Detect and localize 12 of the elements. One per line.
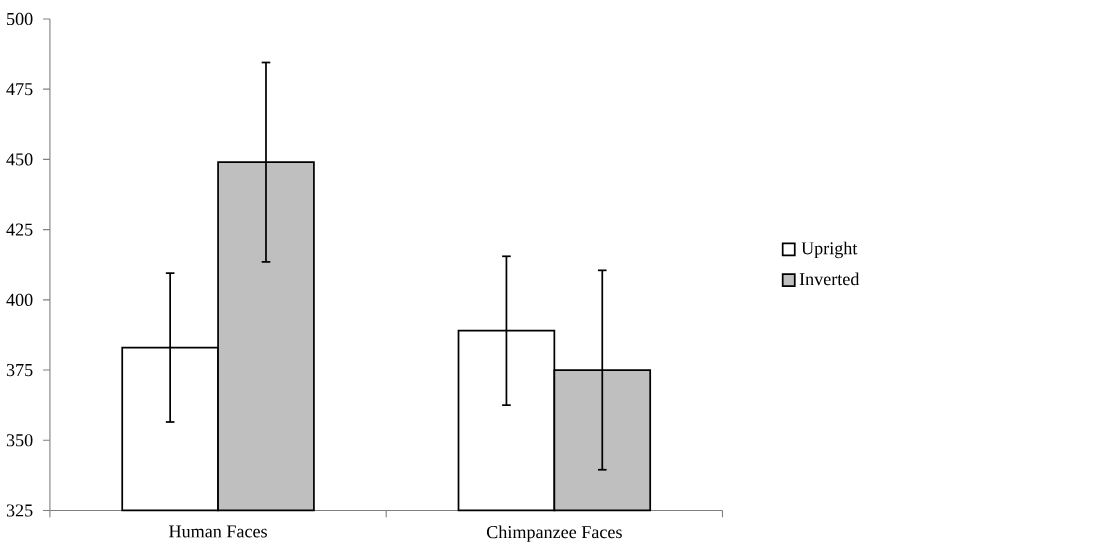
legend-label: Upright	[801, 241, 858, 259]
x-tick-label: Human Faces	[169, 525, 267, 538]
y-tick-label: 350	[6, 434, 33, 447]
x-tick-label: Chimpanzee Faces	[486, 525, 622, 542]
y-tick-label: 500	[7, 12, 33, 25]
y-tick-label: 400	[6, 293, 33, 306]
y-tick-label: 425	[6, 223, 33, 236]
y-tick-label: 450	[6, 153, 33, 166]
y-tick-label: 325	[6, 504, 33, 517]
legend-label: Inverted	[799, 272, 860, 286]
y-tick-label: 475	[6, 83, 33, 96]
y-tick-label: 375	[6, 363, 33, 377]
